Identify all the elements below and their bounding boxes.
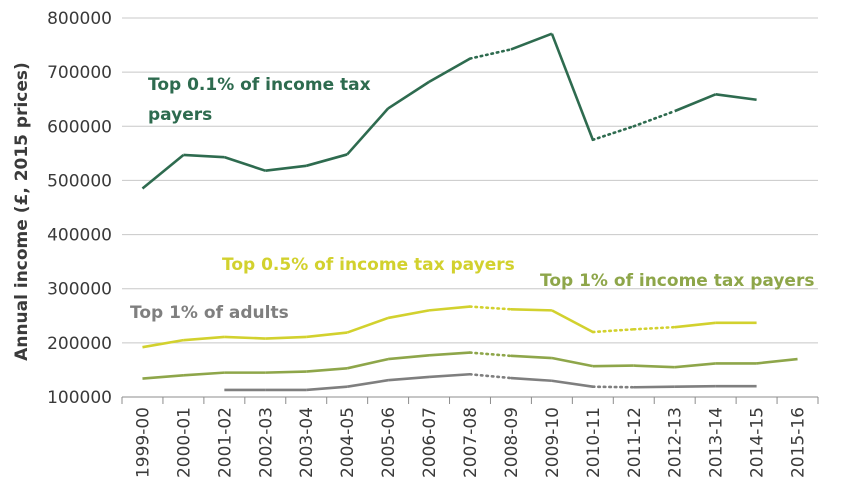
series-label: Top 0.5% of income tax payers (222, 255, 515, 275)
series-segment (591, 124, 636, 142)
x-tick-label: 2005-06 (379, 407, 399, 478)
series-segment (551, 356, 594, 368)
y-axis: 100000 200000 300000 400000 500000 600000 7000… (47, 9, 112, 408)
series-segment (510, 32, 553, 51)
series-segment (428, 305, 471, 312)
y-tick-label: 800000 (47, 9, 112, 29)
series-segment (756, 357, 798, 365)
series-segment (223, 155, 266, 172)
series-segment (265, 370, 307, 374)
series-segment (265, 164, 307, 172)
series-segment (183, 153, 225, 159)
y-tick-label: 100000 (47, 388, 112, 408)
series-segment (388, 375, 430, 382)
series-segment (674, 384, 716, 389)
y-tick-label: 400000 (47, 226, 112, 246)
series-segment (428, 57, 471, 84)
series-segment (632, 325, 677, 331)
series-segment (142, 374, 184, 380)
series-segment (387, 354, 430, 361)
series-label: Top 0.1% of income tax (148, 75, 371, 95)
series-segment (510, 376, 552, 383)
series-segment (592, 364, 634, 368)
x-tick-label: 2015-16 (789, 407, 809, 478)
series-segment (591, 385, 636, 389)
x-tick-label: 2008-09 (502, 407, 522, 478)
x-tick-label: 2002-03 (256, 407, 276, 478)
series-label: Top 1% of adults (130, 303, 289, 323)
series-segment (551, 309, 594, 334)
series-segment (183, 335, 225, 342)
x-tick-label: 2011-12 (625, 407, 645, 478)
x-tick-label: 2006-07 (420, 407, 440, 478)
series-segment (306, 367, 348, 373)
y-tick-label: 300000 (47, 280, 112, 300)
series-segment (591, 328, 636, 334)
series-label: payers (148, 105, 212, 125)
x-tick-label: 2001-02 (215, 407, 235, 478)
series-labels: Top 0.1% of income tax payers Top 0.5% of … (130, 75, 814, 323)
y-axis-title: Annual income (£, 2015 prices) (12, 62, 32, 361)
series-segment (387, 309, 430, 320)
y-tick-label: 500000 (47, 171, 112, 191)
y-tick-label: 600000 (47, 117, 112, 137)
series-segment (305, 153, 348, 168)
series-segment (550, 33, 595, 141)
series-segment (346, 378, 389, 388)
series-segment (346, 107, 390, 156)
x-tick-label: 2012-13 (666, 407, 686, 478)
series-segment (674, 362, 716, 369)
x-tick-label: 2004-05 (338, 407, 358, 478)
series-label: Top 1% of income tax payers (540, 271, 814, 291)
series-segment (141, 153, 185, 190)
y-tick-label: 200000 (47, 334, 112, 354)
series-segment (674, 93, 717, 113)
x-tick-label: 2003-04 (297, 407, 317, 478)
x-tick-label: 2014-15 (748, 407, 768, 478)
series-segment (306, 385, 348, 392)
series-segment (468, 305, 513, 311)
series-segment (142, 338, 184, 349)
series-segment (346, 316, 389, 334)
series-segment (428, 372, 471, 379)
x-tick-label: 2013-14 (707, 407, 727, 478)
series-segment (633, 385, 675, 389)
series-segment (387, 80, 430, 110)
series-segment (265, 335, 307, 340)
series-segment (183, 371, 225, 377)
series-segment (551, 379, 594, 388)
series-segment (633, 364, 675, 369)
series-segment (306, 331, 348, 339)
series-segment (632, 109, 677, 128)
x-tick-label: 2009-10 (543, 407, 563, 478)
grid-lines (122, 17, 818, 344)
x-tick-label: 1999-00 (133, 407, 153, 478)
series-segment (510, 307, 552, 312)
series-segment (468, 372, 513, 380)
series-segment (468, 48, 513, 60)
series-segment (510, 354, 552, 360)
x-tick-label: 2007-08 (461, 407, 481, 478)
series-segment (715, 93, 757, 102)
series-segment (468, 351, 513, 358)
y-tick-label: 700000 (47, 63, 112, 83)
series-segment (346, 357, 389, 370)
series-segment (224, 335, 266, 340)
series-segment (674, 321, 716, 329)
series-segment (428, 351, 471, 357)
x-tick-label: 2010-11 (584, 407, 604, 478)
x-tick-label: 2000-01 (174, 407, 194, 478)
series-lines (141, 32, 798, 392)
x-axis: 1999-00 2000-01 2001-02 2002-03 2003-04 2004-… (121, 396, 819, 478)
